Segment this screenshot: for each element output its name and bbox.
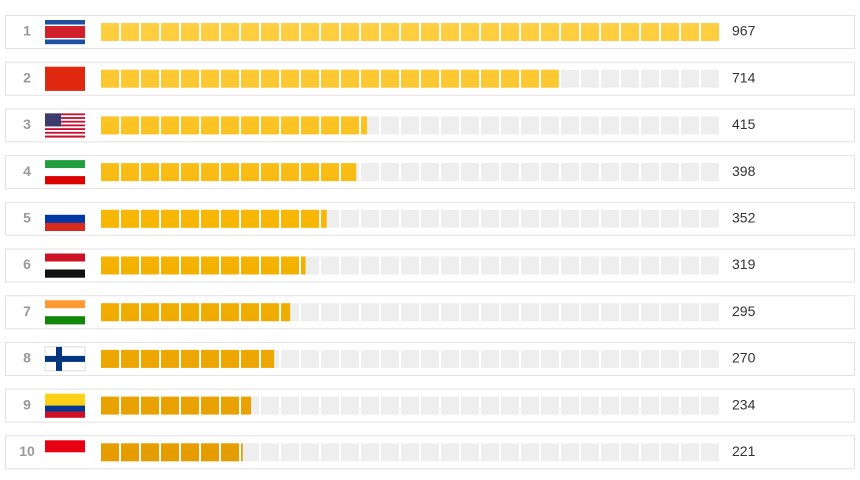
rank: 10: [19, 443, 35, 459]
flag: [45, 206, 85, 231]
value-label: 415: [732, 116, 756, 132]
flag-stripe: [45, 176, 85, 185]
flag: [45, 160, 85, 185]
flag-stripe: [45, 269, 85, 278]
flag-stripe: [45, 20, 85, 25]
flag-stripe: [45, 120, 85, 123]
flag-stripe: [45, 113, 85, 116]
flag: [45, 393, 85, 418]
flag-stripe: [45, 118, 85, 121]
value-label: 234: [732, 396, 756, 412]
value-label: 352: [732, 210, 756, 226]
rank: 5: [23, 210, 31, 226]
rank: 9: [23, 396, 31, 412]
flag-cross: [45, 355, 85, 362]
flag-stripe: [45, 440, 85, 453]
rank: 6: [23, 256, 31, 272]
flag-stripe: [45, 253, 85, 262]
bar: [101, 23, 721, 41]
bar: [101, 209, 327, 228]
flag-stripe: [45, 24, 85, 27]
flag-stripe: [45, 38, 85, 40]
value-label: 319: [732, 256, 756, 272]
bar: [101, 349, 275, 368]
value-label: 398: [732, 163, 756, 179]
flag-stripe: [45, 300, 85, 309]
value-label: 221: [732, 443, 756, 459]
flag: [45, 20, 85, 45]
flag-stripe: [45, 124, 85, 127]
rank: 4: [23, 163, 31, 179]
flag-stripe: [45, 411, 85, 418]
flag-stripe: [45, 128, 85, 131]
flag-stripe: [45, 130, 85, 133]
flag-stripe: [45, 214, 85, 223]
flag-cross: [56, 346, 62, 371]
bar: [101, 256, 306, 275]
rank: 3: [23, 116, 31, 132]
flag: [45, 66, 85, 91]
flag-stripe: [45, 115, 85, 118]
flag-stripe: [45, 131, 85, 134]
value-label: 967: [732, 23, 756, 39]
flag-stripe: [45, 206, 85, 215]
bar: [101, 443, 243, 462]
flag-stripe: [45, 452, 85, 465]
flag-stripe: [45, 122, 85, 125]
bar: [101, 303, 291, 322]
bar: [101, 163, 357, 182]
flag-stripe: [45, 133, 85, 136]
value-label: 295: [732, 303, 756, 319]
bar-track: [101, 396, 721, 415]
bar: [101, 69, 559, 88]
flag: [45, 113, 85, 138]
value-label: 714: [732, 69, 756, 85]
flag-stripe: [45, 316, 85, 325]
flag-stripe: [45, 405, 85, 412]
flag-stripe: [45, 308, 85, 317]
flag-stripe: [45, 261, 85, 270]
flag: [44, 346, 86, 372]
flag-stripe: [45, 26, 85, 39]
flag-stripe: [45, 168, 85, 177]
flag-canton: [45, 113, 61, 127]
bar: [101, 396, 252, 415]
flag: [45, 253, 85, 278]
value-label: 270: [732, 350, 756, 366]
flag-stripe: [45, 66, 85, 91]
rank: 2: [23, 69, 31, 85]
flag-stripe: [45, 393, 85, 406]
rank: 1: [23, 23, 31, 39]
rank: 8: [23, 350, 31, 366]
flag-stripe: [45, 222, 85, 231]
flag-stripe: [45, 126, 85, 129]
flag-stripe: [45, 135, 85, 138]
bar: [101, 116, 368, 135]
flag-stripe: [45, 160, 85, 169]
bar-track: [101, 443, 721, 462]
rank: 7: [23, 303, 31, 319]
flag-stripe: [45, 39, 85, 45]
flag: [45, 300, 85, 325]
flag: [45, 440, 85, 465]
flag-stripe: [45, 117, 85, 120]
